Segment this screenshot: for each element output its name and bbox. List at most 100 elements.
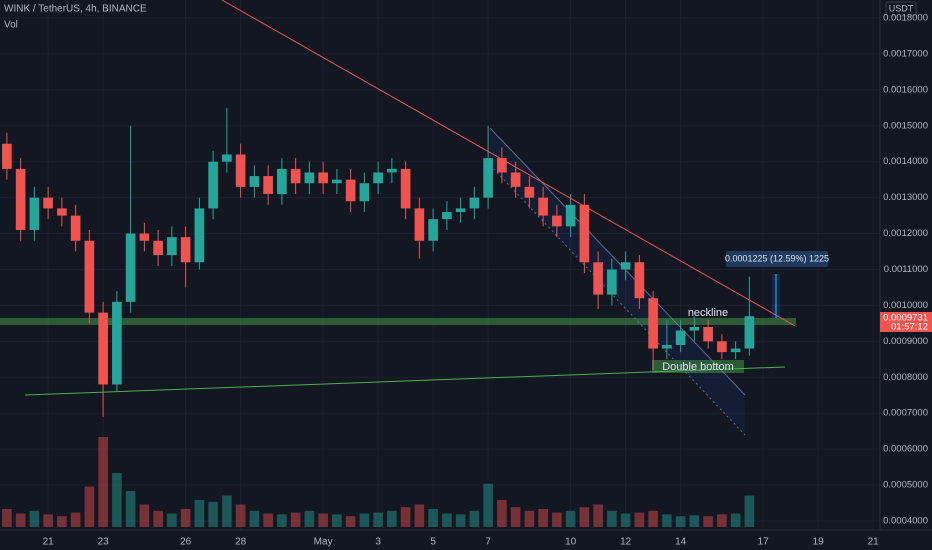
volume-bar [607,510,617,527]
symbol-title: WINK / TetherUS, 4h, BINANCE [4,4,147,15]
candle-body [662,344,672,349]
candle-body [139,233,150,241]
measure-box [726,251,828,267]
x-tick-label: 26 [180,537,192,548]
volume-bar [703,516,713,527]
candle-body [552,215,562,227]
unit-label: USDT [889,3,914,13]
candle-body [703,326,713,342]
candle-body [455,208,466,212]
candle-body [125,233,136,302]
volume-bar [70,512,81,527]
y-tick-label: 0.0016000 [883,84,928,95]
volume-bar [387,510,397,527]
volume-bar [373,512,383,527]
neckline-label: neckline [688,307,728,319]
candle-body [442,212,452,220]
volume-bar [84,486,95,527]
candle-body [483,158,493,198]
candle-body [112,301,122,385]
y-tick-label: 0.0013000 [883,192,928,203]
pattern-label: Double bottom [662,361,734,373]
volume-bar [112,473,122,527]
candle-body [689,326,700,331]
candle-body [277,168,287,195]
candle-body [235,154,246,187]
candle-body [634,262,645,299]
volume-bar [717,514,727,527]
candle-body [414,208,425,241]
candle-body [744,316,755,349]
candle-body [167,237,177,256]
volume-bar [180,509,191,527]
volume-bar [304,510,315,527]
candle-body [373,172,383,184]
volume-bar [538,509,548,527]
unit-box [885,1,917,17]
y-tick-label: 0.0015000 [883,120,928,131]
y-tick-label: 0.0005000 [883,480,928,491]
x-tick-label: 21 [868,537,880,548]
volume-bar [414,504,425,527]
measure-label: 0.0001225 (12.59%) 1225 [725,253,829,263]
candle-body [675,330,686,345]
candle-body [428,219,438,241]
volume-bar [620,513,631,527]
volume-bar [428,509,438,527]
y-tick-label: 0.0011000 [884,264,928,275]
y-tick-label: 0.0010000 [883,300,928,311]
candle-body [565,204,576,227]
volume-bar [263,513,273,527]
volume-bar [57,516,67,527]
volume-bar [689,515,700,527]
volume-bar [400,507,411,527]
candle-body [263,176,273,195]
channel-edge [489,127,746,396]
candle-body [84,240,95,313]
candle-body [607,269,617,295]
volume-bar [552,512,562,527]
volume-label: Vol [4,20,18,31]
volume-bar [442,513,452,527]
candle-body [579,204,590,263]
x-tick-label: 7 [485,537,491,548]
x-tick-label: 19 [813,537,825,548]
candle-body [497,158,507,173]
candle-body [332,179,342,184]
volume-bar [167,513,177,527]
x-tick-label: 28 [235,537,247,548]
channel [490,128,745,435]
volume-bar [579,507,590,527]
volume-bar [125,491,136,527]
volume-bar [208,501,218,527]
volume-bar [648,510,658,527]
candle-body [222,154,232,162]
volume-bar [139,504,150,527]
y-tick-label: 0.0004000 [883,516,928,527]
y-tick-label: 0.0008000 [883,372,928,383]
candle-body [304,172,315,184]
candle-body [318,172,328,184]
volume-bar [2,509,12,527]
volume-bar [565,510,576,527]
candle-body [290,168,301,184]
candle-body [208,161,218,209]
volume-bar [497,500,507,527]
x-tick-label: 21 [43,537,55,548]
volume-bar [249,510,260,527]
price-tag [880,312,932,332]
volume-bar [744,495,755,527]
trendline [221,0,796,327]
candle-body [15,168,26,230]
candle-body [469,197,480,209]
candle-body [538,197,548,216]
volume-bar [662,514,672,527]
volume-bar [43,514,53,527]
y-tick-label: 0.0009000 [883,336,928,347]
candle-body [620,262,631,270]
label-box [652,360,744,373]
candle-body [359,183,370,202]
volume-bar [29,510,40,527]
volume-bar [345,516,356,527]
volume-bar [510,507,521,527]
